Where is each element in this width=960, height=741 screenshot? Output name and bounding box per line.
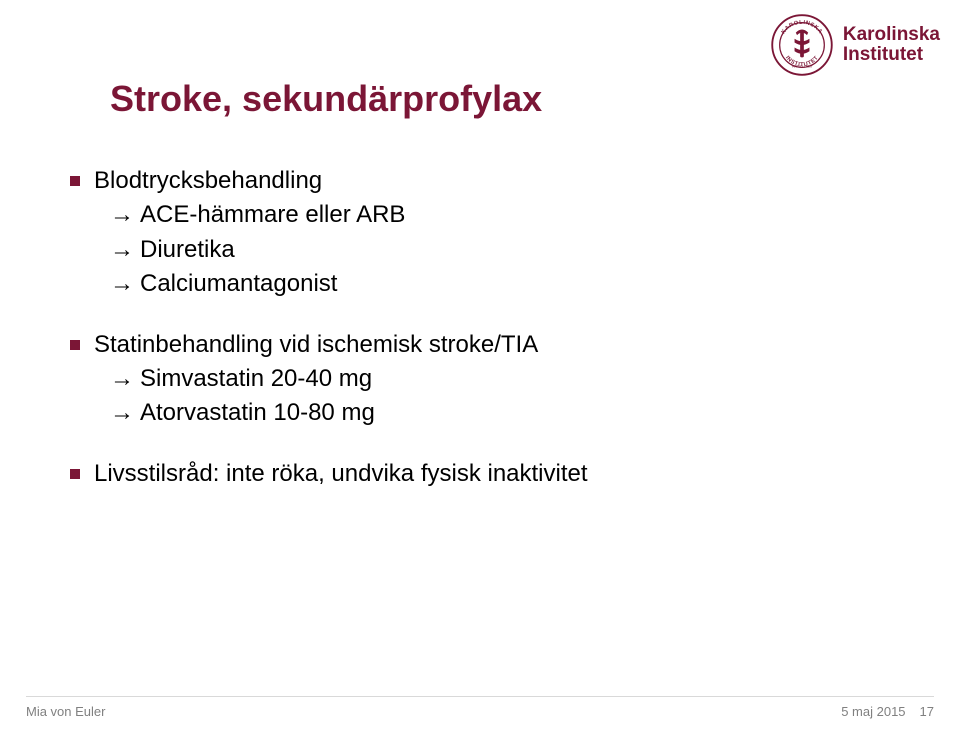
- brand-line1: Karolinska: [843, 25, 940, 45]
- bullet-text: Blodtrycksbehandling: [94, 165, 322, 197]
- sub-text: ACE-hämmare eller ARB: [140, 199, 405, 231]
- page-title: Stroke, sekundärprofylax: [110, 78, 542, 120]
- square-bullet-icon: [70, 176, 80, 186]
- sub-item: → Calciumantagonist: [110, 268, 900, 300]
- footer-author: Mia von Euler: [26, 704, 105, 719]
- seal-year: ANNO 1810: [792, 64, 812, 68]
- arrow-icon: →: [110, 234, 134, 266]
- sub-text: Calciumantagonist: [140, 268, 337, 300]
- brand-line2: Institutet: [843, 45, 940, 65]
- sub-item: → Atorvastatin 10-80 mg: [110, 397, 900, 429]
- arrow-icon: →: [110, 397, 134, 429]
- sub-text: Atorvastatin 10-80 mg: [140, 397, 375, 429]
- sub-item: → ACE-hämmare eller ARB: [110, 199, 900, 231]
- sub-item: → Simvastatin 20-40 mg: [110, 363, 900, 395]
- arrow-icon: →: [110, 199, 134, 231]
- sub-text: Diuretika: [140, 234, 235, 266]
- arrow-icon: →: [110, 268, 134, 300]
- footer: Mia von Euler 5 maj 2015 17: [0, 704, 960, 719]
- bullet-text: Statinbehandling vid ischemisk stroke/TI…: [94, 329, 538, 361]
- bullet-text: Livsstilsråd: inte röka, undvika fysisk …: [94, 458, 588, 490]
- seal-icon: KAROLINSKA INSTITUTET ANNO 1810: [771, 14, 833, 76]
- bullet-group: Statinbehandling vid ischemisk stroke/TI…: [70, 329, 900, 430]
- footer-date: 5 maj 2015: [841, 704, 905, 719]
- sub-text: Simvastatin 20-40 mg: [140, 363, 372, 395]
- brand-logo: KAROLINSKA INSTITUTET ANNO 1810 Karolins…: [771, 14, 940, 76]
- square-bullet-icon: [70, 469, 80, 479]
- slide: KAROLINSKA INSTITUTET ANNO 1810 Karolins…: [0, 0, 960, 741]
- bullet-item: Livsstilsråd: inte röka, undvika fysisk …: [70, 458, 900, 490]
- content-body: Blodtrycksbehandling → ACE-hämmare eller…: [70, 165, 900, 518]
- arrow-icon: →: [110, 363, 134, 395]
- bullet-item: Statinbehandling vid ischemisk stroke/TI…: [70, 329, 900, 361]
- footer-divider: [26, 696, 934, 697]
- bullet-group: Blodtrycksbehandling → ACE-hämmare eller…: [70, 165, 900, 301]
- sub-item: → Diuretika: [110, 234, 900, 266]
- bullet-item: Blodtrycksbehandling: [70, 165, 900, 197]
- brand-wordmark: Karolinska Institutet: [843, 25, 940, 65]
- footer-page: 17: [920, 704, 934, 719]
- square-bullet-icon: [70, 340, 80, 350]
- bullet-group: Livsstilsråd: inte röka, undvika fysisk …: [70, 458, 900, 490]
